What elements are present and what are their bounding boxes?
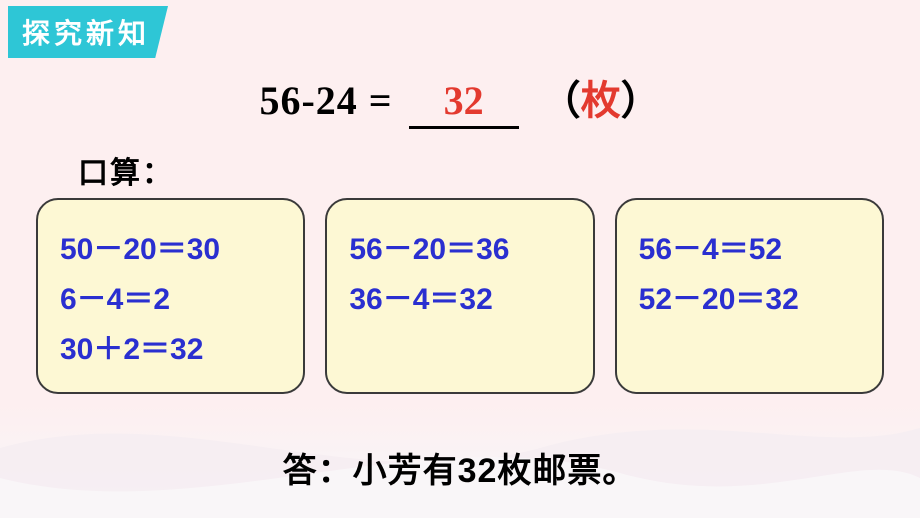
equation-unit-wrap: （枚）: [541, 78, 661, 123]
method-cards: 50－20＝30 6－4＝2 30＋2＝32 56－20＝36 36－4＝32 …: [36, 198, 884, 394]
card-line: 6－4＝2: [60, 274, 287, 318]
unit-close: ）: [621, 78, 661, 123]
equation-answer: 32: [409, 77, 519, 129]
method-card-3: 56－4＝52 52－20＝32: [615, 198, 884, 394]
equation-unit: 枚: [581, 78, 621, 123]
mental-calc-label: 口算：: [78, 148, 174, 192]
unit-open: （: [541, 78, 581, 123]
card-line: 56－20＝36: [349, 224, 576, 268]
method-card-2: 56－20＝36 36－4＝32: [325, 198, 594, 394]
section-badge: 探究新知: [8, 6, 168, 58]
main-equation: 56-24 = 32 （枚）: [0, 68, 920, 129]
card-line: 50－20＝30: [60, 224, 287, 268]
equation-lhs: 56-24 =: [259, 78, 392, 123]
card-line: 30＋2＝32: [60, 324, 287, 368]
card-line: 52－20＝32: [639, 274, 866, 318]
card-line: 36－4＝32: [349, 274, 576, 318]
final-answer: 答：小芳有32枚邮票。: [0, 443, 920, 492]
method-card-1: 50－20＝30 6－4＝2 30＋2＝32: [36, 198, 305, 394]
card-line: 56－4＝52: [639, 224, 866, 268]
